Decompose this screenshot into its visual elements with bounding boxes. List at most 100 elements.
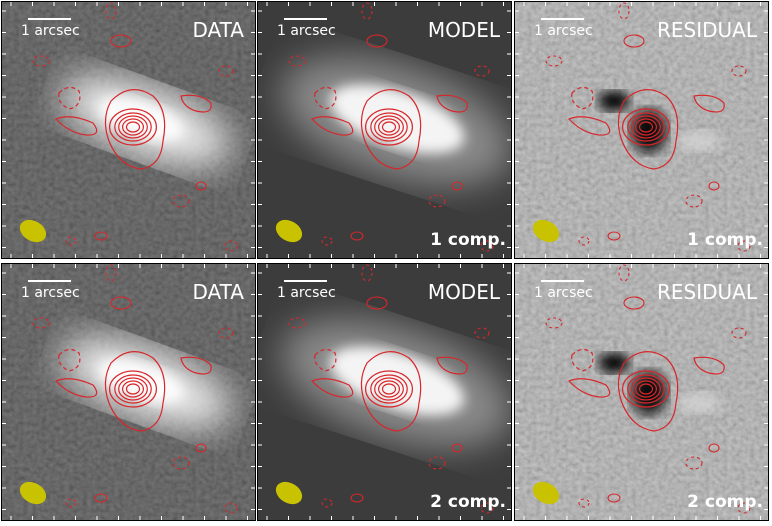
panel-label: RESIDUAL [657, 280, 758, 304]
contour [118, 115, 148, 139]
contour [571, 86, 594, 110]
contour [623, 296, 645, 310]
contour [361, 2, 373, 20]
frame [257, 1, 512, 259]
contour [288, 317, 306, 329]
scale-label: 1 arcsec [277, 23, 336, 39]
contour [451, 443, 463, 453]
contour [350, 231, 364, 241]
contour [224, 502, 238, 514]
contour [361, 264, 373, 282]
residual-dark [598, 353, 630, 373]
panel: 1 arcsec DATA [1, 1, 256, 259]
contour [58, 348, 81, 372]
contour [288, 55, 306, 67]
contour [32, 55, 50, 67]
beam [532, 481, 560, 505]
comp-label: 1 comp. [430, 230, 506, 250]
contour [314, 348, 337, 372]
contour [377, 380, 400, 398]
contour [180, 94, 212, 113]
contour [737, 502, 751, 514]
beam [275, 219, 303, 243]
contour [474, 65, 490, 77]
contour [321, 236, 333, 246]
contour [436, 94, 468, 113]
contour [607, 493, 621, 503]
contour [310, 116, 354, 136]
contour [54, 378, 98, 398]
frame [1, 263, 256, 521]
contour [114, 374, 152, 404]
contour [480, 502, 494, 514]
galaxy-core [329, 346, 465, 416]
contour [366, 296, 388, 310]
contour [617, 351, 679, 432]
contour [110, 34, 132, 48]
contour [310, 378, 354, 398]
contour [121, 380, 144, 398]
contour [370, 112, 408, 142]
contour [172, 194, 190, 208]
contour [638, 383, 654, 395]
contour [360, 351, 422, 432]
contour [108, 370, 157, 408]
contour [94, 493, 108, 503]
contour [618, 2, 630, 20]
contour [195, 443, 207, 453]
contour [571, 348, 594, 372]
galaxy-core [97, 358, 185, 404]
beam [275, 481, 303, 505]
panel: 1 arcsec DATA [1, 263, 256, 521]
panel-label: MODEL [428, 18, 501, 42]
contour [627, 112, 665, 142]
contour [621, 108, 670, 146]
scale-label: 1 arcsec [21, 285, 80, 301]
contour [125, 121, 141, 133]
contour [381, 383, 397, 395]
contour [480, 240, 494, 252]
contour [737, 240, 751, 252]
contour [693, 94, 725, 113]
contour [685, 194, 703, 208]
contour [631, 115, 661, 139]
residual-bright [677, 131, 721, 151]
contour [567, 378, 611, 398]
contour [638, 121, 654, 133]
contour [451, 181, 463, 191]
contour [105, 2, 117, 20]
galaxy-core [97, 96, 185, 142]
contour [54, 116, 98, 136]
contour [578, 498, 590, 508]
contour [121, 118, 144, 136]
contour [374, 377, 404, 401]
contour [436, 356, 468, 375]
frame [257, 263, 512, 521]
residual-dark [598, 91, 630, 111]
contour [545, 55, 563, 67]
panel: 1 arcsec MODEL 2 comp. [257, 263, 512, 521]
contour [172, 456, 190, 470]
contour [125, 383, 141, 395]
contour [377, 118, 400, 136]
panel: 1 arcsec MODEL 1 comp. [257, 1, 512, 259]
contour [685, 456, 703, 470]
contour [218, 327, 234, 339]
panel-label: DATA [192, 280, 244, 304]
contour [607, 231, 621, 241]
panel-label: DATA [192, 18, 244, 42]
frame [514, 1, 769, 259]
contour [374, 115, 404, 139]
scale-label: 1 arcsec [21, 23, 80, 39]
contour [617, 89, 679, 170]
residual-bright [677, 393, 721, 413]
contour [370, 374, 408, 404]
contour [350, 493, 364, 503]
contour [58, 86, 81, 110]
contour [94, 231, 108, 241]
contour [108, 108, 157, 146]
contour [105, 264, 117, 282]
contour [623, 34, 645, 48]
frame [514, 263, 769, 521]
